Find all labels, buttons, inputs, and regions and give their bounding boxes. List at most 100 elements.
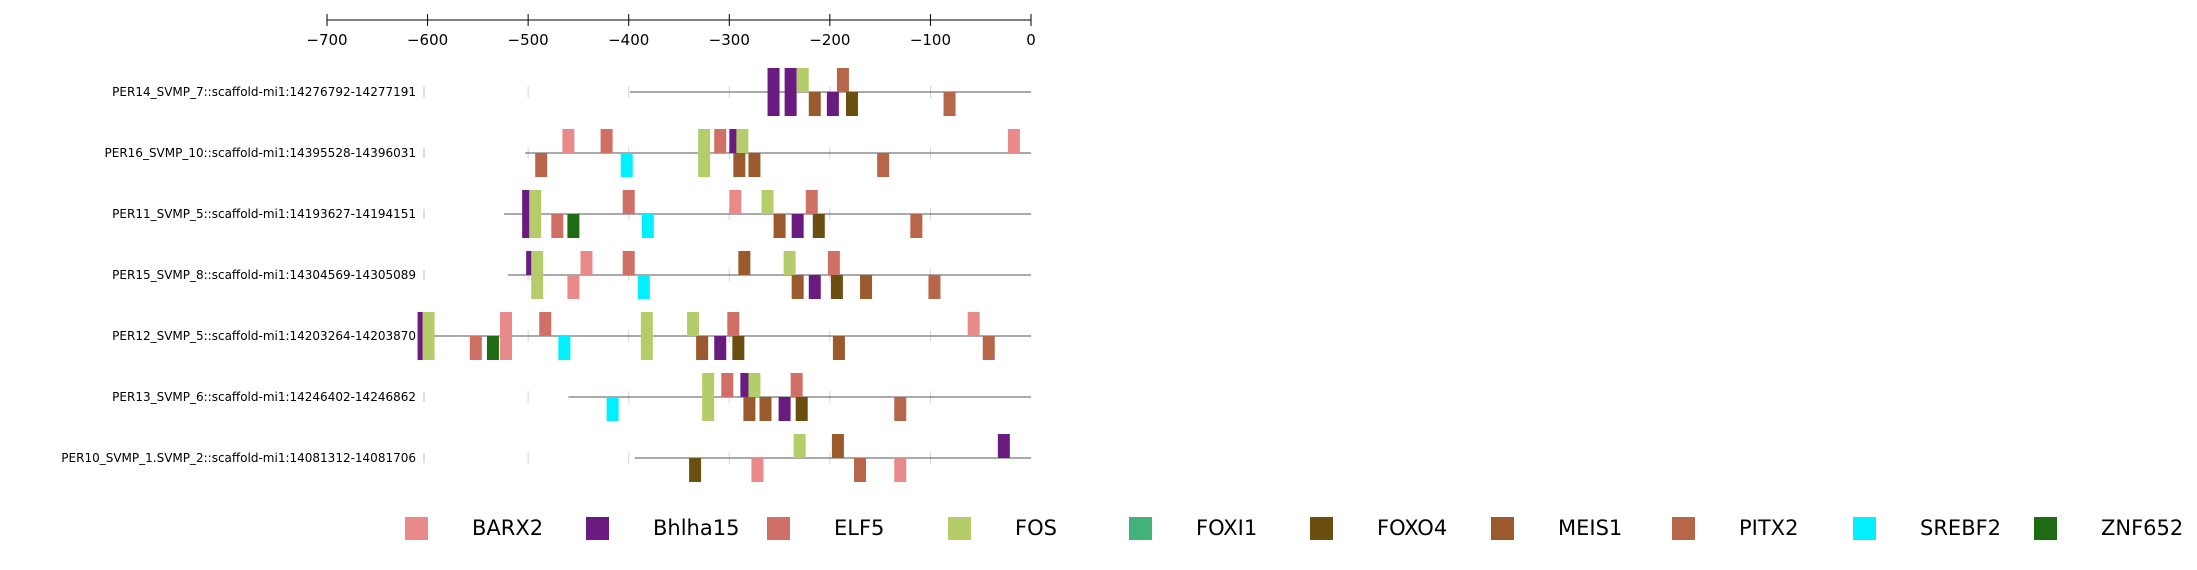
binding-site-elf5 — [805, 190, 818, 214]
tfbs-diagram: −700 −600 −500 −400 −300 −200 −100 0 PER14_SVMP… — [61, 14, 1036, 482]
binding-site-barx2 — [562, 129, 575, 153]
legend-label: FOXO4 — [1377, 516, 1448, 540]
sequence-track: PER10_SVMP_1.SVMP_2::scaffold-mi1:140813… — [61, 434, 1031, 482]
binding-site-meis1 — [759, 397, 772, 421]
binding-site-fos — [748, 373, 761, 397]
binding-site-elf5 — [469, 336, 482, 360]
binding-site-bhlha15 — [714, 336, 727, 360]
sequence-label: PER14_SVMP_7::scaffold-mi1:14276792-1427… — [112, 85, 416, 99]
binding-site-elf5 — [721, 373, 734, 397]
binding-site-meis1 — [860, 275, 873, 299]
legend-swatch — [1491, 516, 1514, 540]
binding-site-barx2 — [580, 251, 593, 275]
binding-site-foxo4 — [689, 458, 702, 482]
sequence-track: PER16_SVMP_10::scaffold-mi1:14395528-143… — [105, 129, 1031, 177]
axis-tick-label: −700 — [306, 31, 347, 49]
binding-site-bhlha15 — [808, 275, 821, 299]
binding-site-srebf2 — [558, 336, 571, 360]
binding-site-pitx2 — [854, 458, 867, 482]
binding-site-znf652 — [567, 214, 580, 238]
legend-label: PITX2 — [1739, 516, 1799, 540]
binding-site-fos — [529, 190, 542, 238]
sequence-label: PER11_SVMP_5::scaffold-mi1:14193627-1419… — [112, 207, 416, 221]
binding-site-elf5 — [539, 312, 552, 336]
axis-tick-label: −200 — [809, 31, 850, 49]
axis-tick-label: −300 — [709, 31, 750, 49]
legend-item-elf5: ELF5 — [767, 516, 948, 540]
binding-site-meis1 — [791, 275, 804, 299]
binding-site-bhlha15 — [997, 434, 1010, 458]
binding-site-pitx2 — [910, 214, 923, 238]
sequence-track: PER12_SVMP_5::scaffold-mi1:14203264-1420… — [112, 312, 1031, 360]
legend-swatch — [1853, 516, 1876, 540]
sequence-label: PER13_SVMP_6::scaffold-mi1:14246402-1424… — [112, 390, 416, 404]
binding-site-pitx2 — [535, 153, 548, 177]
binding-site-meis1 — [733, 153, 746, 177]
sequence-label: PER10_SVMP_1.SVMP_2::scaffold-mi1:140813… — [61, 451, 416, 465]
legend-item-pitx2: PITX2 — [1672, 516, 1853, 540]
legend-item-meis1: MEIS1 — [1491, 516, 1672, 540]
binding-site-pitx2 — [836, 68, 849, 92]
binding-site-fos — [793, 434, 806, 458]
binding-site-barx2 — [500, 312, 513, 360]
axis-tick-label: −100 — [910, 31, 951, 49]
sequence-label: PER16_SVMP_10::scaffold-mi1:14395528-143… — [105, 146, 416, 160]
binding-site-fos — [796, 68, 809, 92]
legend-label: SREBF2 — [1920, 516, 2002, 540]
binding-site-barx2 — [1007, 129, 1020, 153]
binding-site-barx2 — [729, 190, 742, 214]
binding-site-fos — [736, 129, 749, 153]
binding-site-meis1 — [773, 214, 786, 238]
binding-site-meis1 — [808, 92, 821, 116]
sequence-track: PER13_SVMP_6::scaffold-mi1:14246402-1424… — [112, 373, 1031, 421]
legend-item-znf652: ZNF652 — [2034, 516, 2197, 540]
binding-site-foxo4 — [732, 336, 745, 360]
legend-item-bhlha15: Bhlha15 — [586, 516, 767, 540]
binding-site-srebf2 — [641, 214, 654, 238]
binding-site-fos — [783, 251, 796, 275]
binding-site-meis1 — [748, 153, 761, 177]
binding-site-fos — [702, 373, 715, 421]
binding-site-elf5 — [622, 190, 635, 214]
legend-label: BARX2 — [472, 516, 544, 540]
binding-site-elf5 — [622, 251, 635, 275]
binding-site-meis1 — [831, 434, 844, 458]
binding-site-srebf2 — [620, 153, 633, 177]
legend-item-fos: FOS — [948, 516, 1129, 540]
legend-item-foxi1: FOXI1 — [1129, 516, 1310, 540]
sequence-label: PER12_SVMP_5::scaffold-mi1:14203264-1420… — [112, 329, 416, 343]
binding-site-elf5 — [827, 251, 840, 275]
legend-swatch — [405, 516, 428, 540]
binding-site-elf5 — [727, 312, 740, 336]
binding-site-meis1 — [696, 336, 709, 360]
binding-site-foxo4 — [812, 214, 825, 238]
legend-swatch — [1129, 516, 1152, 540]
sequence-track: PER11_SVMP_5::scaffold-mi1:14193627-1419… — [112, 190, 1031, 238]
legend-swatch — [767, 516, 790, 540]
position-axis: −700 −600 −500 −400 −300 −200 −100 0 — [306, 14, 1036, 49]
binding-site-pitx2 — [943, 92, 956, 116]
binding-site-bhlha15 — [784, 68, 797, 116]
binding-site-barx2 — [894, 458, 907, 482]
legend-item-srebf2: SREBF2 — [1853, 516, 2034, 540]
legend-label: FOXI1 — [1196, 516, 1258, 540]
binding-site-fos — [698, 129, 711, 177]
binding-site-srebf2 — [606, 397, 619, 421]
legend: BARX2 Bhlha15 ELF5 FOS FOXI1 FOXO4 MEIS1 PITX2 S… — [405, 508, 2197, 548]
binding-site-pitx2 — [877, 153, 890, 177]
binding-site-elf5 — [714, 129, 727, 153]
binding-site-pitx2 — [894, 397, 907, 421]
binding-site-meis1 — [738, 251, 751, 275]
legend-swatch — [2034, 516, 2057, 540]
binding-site-barx2 — [967, 312, 980, 336]
binding-site-pitx2 — [928, 275, 941, 299]
axis-tick-label: −500 — [508, 31, 549, 49]
axis-tick-label: 0 — [1026, 31, 1036, 49]
binding-site-foxo4 — [795, 397, 808, 421]
binding-site-pitx2 — [982, 336, 995, 360]
legend-item-foxo4: FOXO4 — [1310, 516, 1491, 540]
binding-site-bhlha15 — [767, 68, 780, 116]
sequence-track: PER14_SVMP_7::scaffold-mi1:14276792-1427… — [112, 68, 1031, 116]
binding-site-barx2 — [751, 458, 764, 482]
legend-swatch — [1672, 516, 1695, 540]
